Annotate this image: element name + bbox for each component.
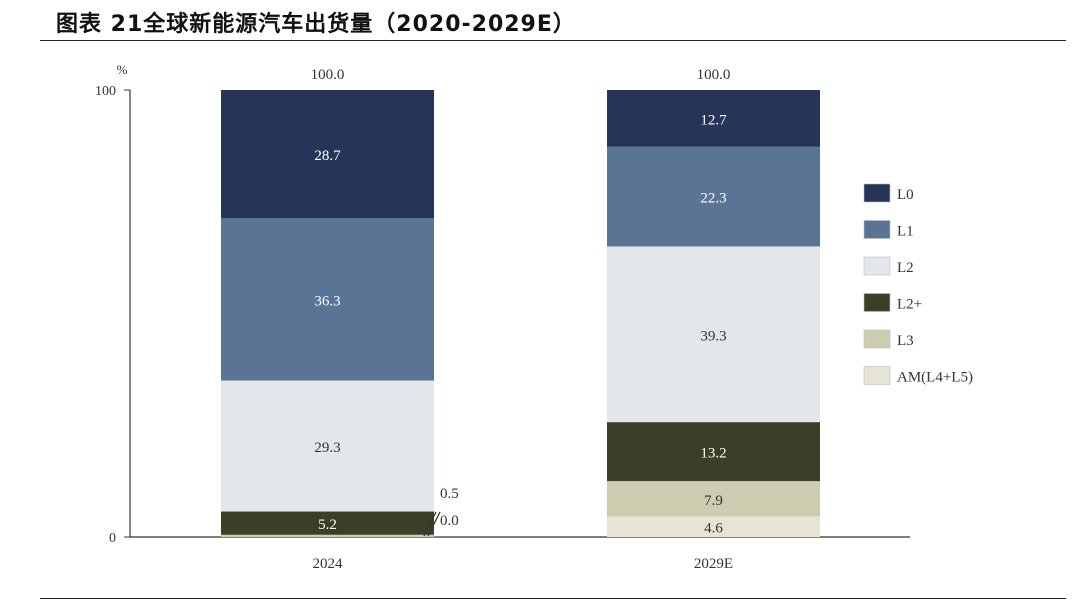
total-label: 100.0 (311, 67, 345, 83)
legend-swatch (863, 293, 891, 312)
total-label: 100.0 (697, 67, 731, 83)
segment-label-outside: 0.5 (440, 486, 459, 502)
segment-label: 28.7 (314, 148, 341, 164)
segment-label: 29.3 (314, 440, 340, 456)
y-tick-label: 0 (109, 531, 116, 546)
legend-label: AM(L4+L5) (897, 370, 973, 386)
bar-segment-l3 (607, 481, 820, 517)
bar-segment-l0 (607, 90, 820, 147)
bar-segment-l2 (607, 246, 820, 423)
bar-segment-l2- (607, 422, 820, 482)
bar-segment-l1 (221, 218, 434, 381)
legend-swatch (863, 329, 891, 349)
segment-label: 4.6 (704, 521, 723, 537)
segment-label-outside: 0.0 (440, 513, 459, 529)
segment-label: 36.3 (314, 293, 340, 309)
segment-label: 13.2 (700, 446, 726, 462)
y-unit-label: % (117, 62, 128, 77)
segment-label: 7.9 (704, 493, 723, 509)
legend-swatch (863, 256, 891, 276)
legend-label: L3 (897, 333, 914, 349)
segment-label: 39.3 (700, 328, 726, 344)
leader-line (423, 511, 437, 537)
x-tick-label: 2024 (313, 556, 344, 572)
bar-segment-am-l4-l5- (607, 516, 820, 537)
legend-swatch (863, 366, 891, 385)
legend-swatch (863, 183, 891, 203)
legend-swatch (863, 220, 891, 239)
bar-segment-l2 (221, 380, 434, 512)
legend-label: L1 (897, 224, 914, 240)
bar-segment-l1 (607, 146, 820, 247)
segment-label: 5.2 (318, 517, 337, 533)
bar-segment-l0 (221, 90, 434, 219)
leader-line (427, 511, 441, 537)
segment-label: 22.3 (700, 191, 726, 207)
figure-title: 图表 21全球新能源汽车出货量（2020-2029E） (56, 12, 576, 37)
bar-segment-l2- (221, 511, 434, 535)
title-rule (40, 40, 1066, 41)
y-tick-label: 100 (95, 84, 116, 99)
bottom-rule (40, 598, 1066, 599)
segment-label: 12.7 (700, 112, 727, 128)
legend-label: L2+ (897, 297, 922, 313)
legend-label: L0 (897, 187, 914, 203)
bar-segment-l3 (221, 534, 434, 537)
legend-label: L2 (897, 260, 914, 276)
x-tick-label: 2029E (694, 556, 733, 572)
